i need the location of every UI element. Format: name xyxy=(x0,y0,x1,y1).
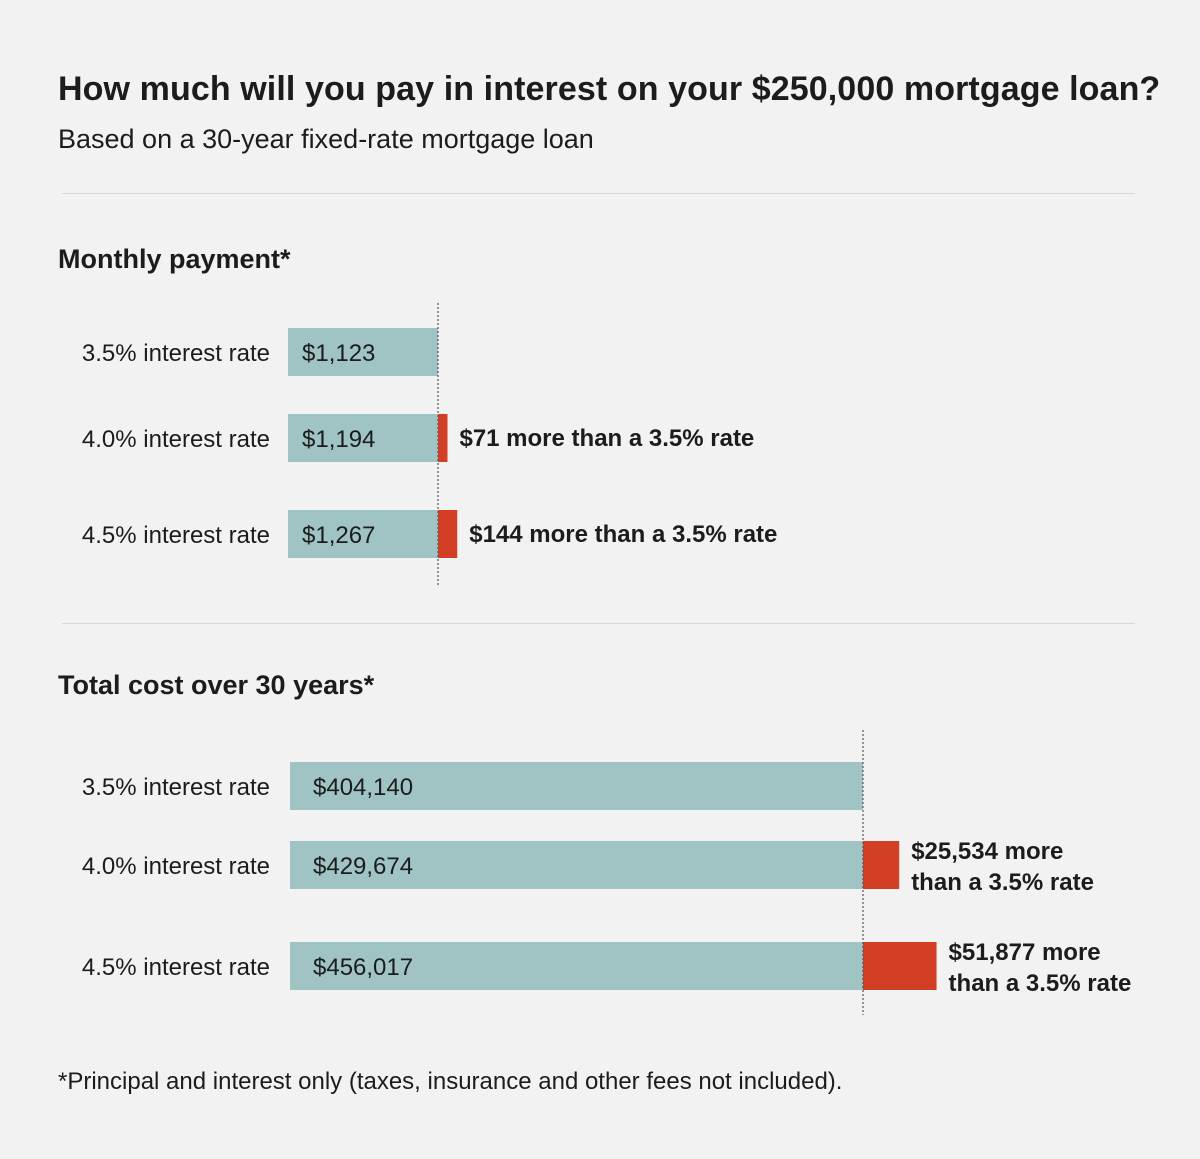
difference-annotation: $25,534 more than a 3.5% rate xyxy=(911,838,1094,896)
base-bar xyxy=(290,762,863,810)
extra-bar xyxy=(863,841,900,889)
annotation-line: $51,877 more xyxy=(949,939,1101,966)
category-label: 4.0% interest rate xyxy=(82,426,270,453)
category-label: 4.0% interest rate xyxy=(82,853,270,880)
category-label: 4.5% interest rate xyxy=(82,522,270,549)
divider xyxy=(62,193,1135,194)
annotation-line: $25,534 more xyxy=(911,838,1063,865)
extra-bar xyxy=(438,414,448,462)
difference-annotation: $144 more than a 3.5% rate xyxy=(469,521,777,548)
base-bar xyxy=(290,942,863,990)
difference-annotation: $51,877 more than a 3.5% rate xyxy=(949,939,1132,997)
category-label: 4.5% interest rate xyxy=(82,954,270,981)
annotation-line: than a 3.5% rate xyxy=(911,869,1094,896)
footnote: *Principal and interest only (taxes, ins… xyxy=(58,1068,843,1095)
extra-bar xyxy=(863,942,937,990)
base-bar xyxy=(288,510,438,558)
base-bar xyxy=(288,328,438,376)
monthly-payment-chart: 3.5% interest rate $1,123 4.0% interest ra… xyxy=(82,303,777,587)
bar-value-label: $456,017 xyxy=(313,954,413,981)
monthly-payment-title: Monthly payment* xyxy=(58,244,291,274)
bar-value-label: $1,123 xyxy=(302,340,375,367)
divider xyxy=(62,623,1135,624)
total-cost-title: Total cost over 30 years* xyxy=(58,670,375,700)
bar-value-label: $404,140 xyxy=(313,774,413,801)
chart-title: How much will you pay in interest on you… xyxy=(58,70,1161,108)
bar-value-label: $1,194 xyxy=(302,426,375,453)
base-bar xyxy=(288,414,438,462)
bar-value-label: $429,674 xyxy=(313,853,413,880)
category-label: 3.5% interest rate xyxy=(82,774,270,801)
bar-value-label: $1,267 xyxy=(302,522,375,549)
total-cost-chart: 3.5% interest rate $404,140 4.0% interest … xyxy=(82,730,1132,1015)
chart-subtitle: Based on a 30-year fixed-rate mortgage l… xyxy=(58,124,594,154)
base-bar xyxy=(290,841,863,889)
difference-annotation: $71 more than a 3.5% rate xyxy=(459,425,754,452)
annotation-line: than a 3.5% rate xyxy=(949,970,1132,997)
extra-bar xyxy=(438,510,458,558)
category-label: 3.5% interest rate xyxy=(82,340,270,367)
